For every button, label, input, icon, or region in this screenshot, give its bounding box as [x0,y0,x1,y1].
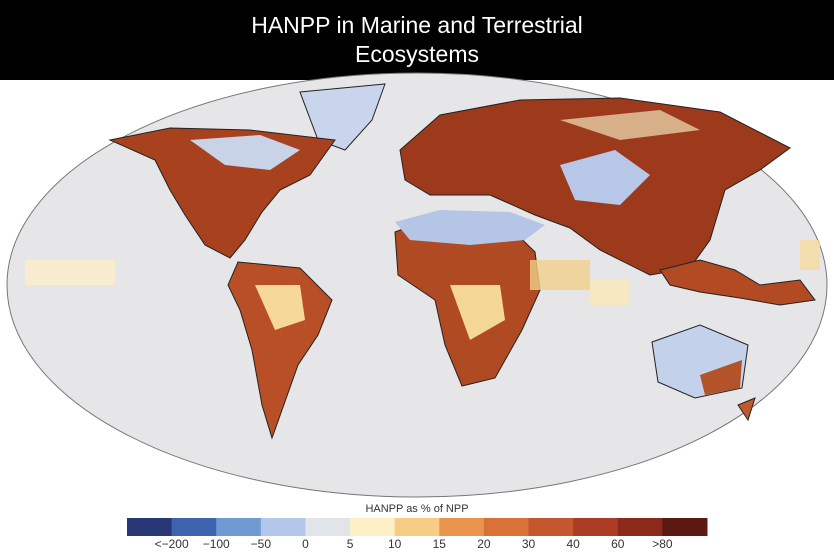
legend-label: −100 [203,537,230,551]
legend-swatch [305,518,351,536]
legend-swatch [483,518,530,536]
marine-patch [530,260,590,290]
amazon-patch [255,285,305,330]
south-america [227,261,333,440]
legend-swatch [439,518,485,536]
legend-swatch [662,518,708,536]
legend-label: 5 [347,537,354,551]
canada-patch [190,135,300,170]
legend-swatch [216,518,262,536]
central-asia-patch [560,150,650,205]
legend-label: 60 [611,537,625,551]
greenland [299,83,386,151]
legend-label: >80 [652,537,673,551]
legend-swatch [127,518,173,536]
legend-label: 40 [566,537,580,551]
sahara [395,210,545,245]
legend-label: 10 [388,537,402,551]
legend-swatch [617,518,663,536]
legend-swatch [528,518,574,536]
central-africa-patch [450,285,505,340]
legend-label: <−200 [155,537,189,551]
new-zealand [737,397,756,422]
indonesia [659,259,816,306]
legend-swatch [260,518,306,536]
title-bar: HANPP in Marine and Terrestrial Ecosyste… [0,0,834,80]
marine-patch [25,260,115,285]
marine-patch [800,240,820,270]
legend-label: −50 [251,537,272,551]
legend-swatch [573,518,619,536]
legend-label: 15 [433,537,447,551]
legend-swatch [394,518,440,536]
legend-title: HANPP as % of NPP [365,503,468,515]
legend-swatch [350,518,396,536]
legend-label: 0 [302,537,309,551]
legend-swatch [171,518,217,536]
title: HANPP in Marine and Terrestrial Ecosyste… [251,12,583,67]
legend-label: 30 [522,537,536,551]
legend-label: 20 [477,537,491,551]
siberia-patch [560,110,700,140]
marine-patch [590,280,630,305]
australia-patch [700,360,742,395]
